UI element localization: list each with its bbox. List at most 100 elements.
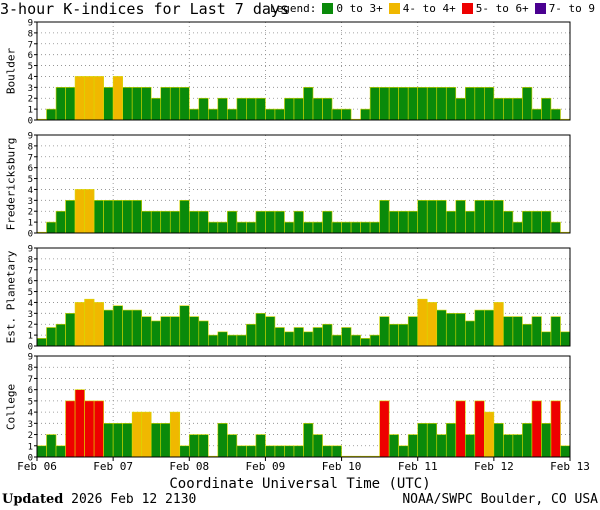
k-index-bar bbox=[246, 323, 257, 347]
k-index-bar bbox=[65, 87, 76, 121]
legend-item-5-to-6: 5- to 6+ bbox=[475, 2, 529, 15]
k-index-bar bbox=[369, 221, 380, 234]
legend-item-0-to-3: 0 to 3+ bbox=[336, 2, 383, 15]
k-index-bar bbox=[217, 331, 228, 347]
y-tick-label: 3 bbox=[28, 310, 33, 320]
k-index-bar bbox=[407, 210, 419, 234]
k-index-bar bbox=[484, 200, 495, 234]
k-index-bar bbox=[369, 334, 380, 347]
k-index-bar bbox=[379, 87, 390, 121]
y-tick-label: 2 bbox=[28, 95, 33, 105]
k-index-bar bbox=[93, 76, 104, 121]
k-index-bar bbox=[455, 313, 466, 347]
y-tick-label: 8 bbox=[28, 255, 33, 265]
k-index-bar bbox=[169, 87, 181, 121]
k-index-bar bbox=[74, 76, 85, 121]
k-index-bar bbox=[464, 320, 476, 347]
k-index-bar bbox=[284, 445, 295, 458]
k-index-bar bbox=[103, 423, 114, 458]
k-index-bar bbox=[217, 423, 228, 458]
k-index-bar bbox=[350, 221, 361, 234]
legend-swatch-red bbox=[461, 3, 473, 14]
k-index-bar bbox=[398, 445, 409, 458]
k-index-bar bbox=[236, 334, 247, 347]
k-index-bar bbox=[246, 97, 257, 121]
y-tick-label: 2 bbox=[28, 431, 33, 441]
k-index-bar bbox=[150, 97, 162, 121]
k-index-bar bbox=[455, 97, 466, 121]
k-index-bar bbox=[65, 400, 76, 458]
y-tick-label: 8 bbox=[28, 364, 33, 374]
y-tick-label: 5 bbox=[28, 288, 33, 298]
k-index-bar bbox=[112, 200, 123, 234]
k-index-bar bbox=[55, 445, 66, 458]
k-index-bar bbox=[188, 108, 200, 121]
k-index-bar bbox=[493, 423, 504, 458]
y-tick-label: 5 bbox=[28, 175, 33, 185]
k-index-bar bbox=[179, 445, 190, 458]
k-index-bar bbox=[436, 434, 447, 458]
k-index-bar bbox=[322, 210, 333, 234]
k-index-bar bbox=[293, 327, 304, 347]
k-index-bar bbox=[74, 189, 85, 234]
k-index-bar bbox=[360, 338, 371, 347]
legend-item-4-to-4: 4- to 4+ bbox=[402, 2, 456, 15]
k-index-bar bbox=[227, 210, 238, 234]
panel-label: Boulder bbox=[4, 47, 18, 95]
k-index-bar bbox=[208, 334, 219, 347]
y-tick-label: 7 bbox=[28, 40, 33, 50]
k-index-bar bbox=[531, 108, 542, 121]
k-index-bar bbox=[417, 298, 428, 347]
k-index-bar bbox=[512, 316, 523, 347]
y-tick-label: 7 bbox=[28, 266, 33, 276]
k-index-bar bbox=[274, 445, 285, 458]
k-index-bar bbox=[208, 221, 219, 234]
y-tick-label: 4 bbox=[28, 186, 33, 196]
k-index-bar bbox=[122, 200, 133, 234]
k-index-bar bbox=[122, 309, 133, 347]
updated-label: Updated bbox=[2, 492, 64, 507]
k-index-bar bbox=[312, 97, 323, 121]
k-index-bar bbox=[293, 97, 304, 121]
k-index-bar bbox=[227, 334, 238, 347]
k-index-bar bbox=[522, 210, 533, 234]
y-tick-label: 1 bbox=[28, 106, 33, 116]
k-index-bar bbox=[303, 331, 314, 347]
k-index-bar bbox=[141, 411, 152, 458]
k-index-bar bbox=[84, 400, 95, 458]
legend-item-7-to-9: 7- to 9 bbox=[548, 2, 596, 15]
x-axis-label: Coordinate Universal Time (UTC) bbox=[169, 476, 431, 492]
k-index-bar bbox=[141, 210, 152, 234]
k-index-bar bbox=[65, 313, 76, 347]
k-index-bar bbox=[93, 302, 104, 347]
legend-swatch-purple bbox=[534, 3, 546, 14]
k-index-bar bbox=[379, 200, 390, 234]
legend-swatch-green bbox=[322, 3, 334, 14]
y-tick-label: 9 bbox=[28, 353, 33, 363]
k-index-bar bbox=[141, 316, 152, 347]
k-index-bar bbox=[227, 108, 238, 121]
y-tick-label: 6 bbox=[28, 386, 33, 396]
k-index-bar bbox=[303, 87, 314, 121]
k-index-bar bbox=[55, 323, 66, 347]
k-index-bar bbox=[541, 210, 552, 234]
k-index-bar bbox=[550, 221, 561, 234]
k-index-bar bbox=[93, 200, 104, 234]
k-index-bar bbox=[474, 400, 485, 458]
k-index-bar bbox=[436, 309, 447, 347]
y-tick-label: 4 bbox=[28, 409, 33, 419]
k-index-bar bbox=[426, 423, 438, 458]
panel-label: College bbox=[4, 383, 18, 430]
k-index-bar bbox=[141, 87, 152, 121]
k-index-bar bbox=[331, 445, 342, 458]
k-index-bar bbox=[445, 423, 457, 458]
k-index-bar bbox=[160, 423, 171, 458]
y-tick-label: 4 bbox=[28, 73, 33, 83]
k-index-bar bbox=[541, 331, 552, 347]
k-index-bar bbox=[445, 210, 457, 234]
k-index-bar bbox=[388, 434, 399, 458]
k-index-bar bbox=[227, 434, 238, 458]
k-index-bar bbox=[531, 400, 542, 458]
y-tick-label: 7 bbox=[28, 375, 33, 385]
k-index-bar bbox=[369, 87, 380, 121]
